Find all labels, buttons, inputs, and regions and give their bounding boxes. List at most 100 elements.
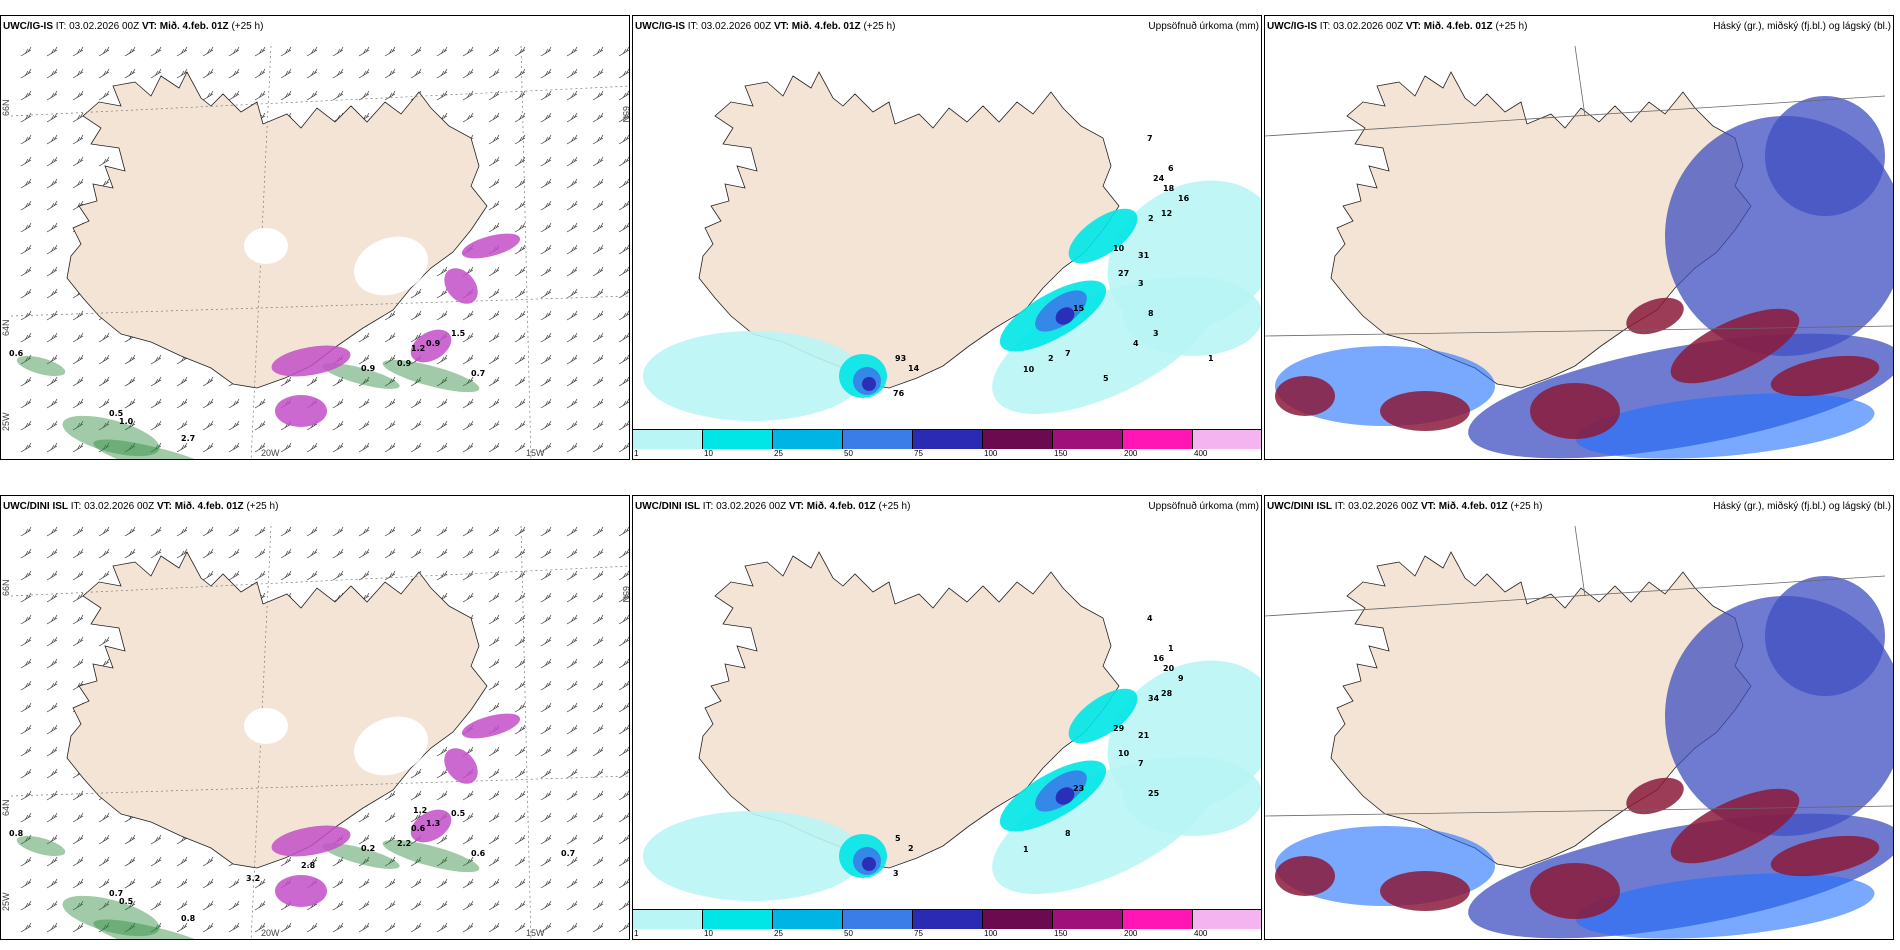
- wind-barb: [566, 548, 578, 559]
- wind-barb: [540, 724, 552, 735]
- map-value-label: 21: [1138, 731, 1150, 740]
- wind-barb: [176, 900, 188, 911]
- wind-barb: [20, 178, 32, 189]
- wind-barb: [72, 900, 84, 911]
- precip-purple-area: [275, 395, 327, 427]
- map-value-label: 27: [1118, 269, 1129, 278]
- wind-barb: [98, 878, 110, 889]
- wind-barb: [488, 900, 500, 911]
- wind-barb: [384, 812, 396, 823]
- wind-barb: [254, 548, 266, 559]
- wind-barb: [332, 90, 344, 101]
- wind-barb: [150, 900, 162, 911]
- wind-barb: [72, 398, 84, 409]
- wind-barb: [618, 90, 629, 101]
- wind-barb: [332, 900, 344, 911]
- wind-barb: [358, 548, 370, 559]
- panel-field-title: Uppsöfnuð úrkoma (mm): [1148, 21, 1259, 32]
- wind-barb: [488, 332, 500, 343]
- wind-barb: [436, 746, 448, 757]
- colorbar-swatch: [773, 910, 843, 929]
- wind-barb: [540, 526, 552, 537]
- colorbar-swatch: [913, 430, 983, 449]
- wind-barb: [20, 680, 32, 691]
- wind-barb: [72, 812, 84, 823]
- wind-barb: [410, 878, 422, 889]
- wind-barb: [20, 332, 32, 343]
- axis-label: 65N: [621, 586, 630, 603]
- high-cloud-area: [1530, 863, 1620, 919]
- precip-green-area: [93, 439, 229, 459]
- wind-barb: [306, 922, 318, 933]
- boundary-line: [1265, 325, 1893, 337]
- wind-barb: [618, 112, 629, 123]
- wind-barb: [20, 768, 32, 779]
- colorbar-swatch: [1123, 430, 1193, 449]
- wind-barb: [384, 354, 396, 365]
- wind-barb: [332, 376, 344, 387]
- wind-barb: [618, 592, 629, 603]
- colorbar-tick-label: 10: [704, 929, 713, 938]
- wind-barb: [20, 658, 32, 669]
- colorbar-swatch: [983, 430, 1053, 449]
- wind-barb: [462, 570, 474, 581]
- wind-barb: [228, 878, 240, 889]
- wind-barb: [488, 442, 500, 453]
- wind-barb: [98, 526, 110, 537]
- wind-barb: [566, 900, 578, 911]
- wind-barb: [98, 812, 110, 823]
- colorbar-swatch: [843, 910, 913, 929]
- wind-barb: [514, 636, 526, 647]
- wind-barb: [46, 812, 58, 823]
- wind-barb: [332, 46, 344, 57]
- wind-barb: [488, 680, 500, 691]
- wind-barb: [592, 790, 604, 801]
- wind-barb: [618, 526, 629, 537]
- graticule-line: [10, 775, 629, 797]
- wind-barb: [46, 900, 58, 911]
- wind-barb: [384, 332, 396, 343]
- wind-barb: [228, 442, 240, 453]
- wind-barb: [618, 922, 629, 933]
- wind-barb: [358, 68, 370, 79]
- wind-barb: [46, 68, 58, 79]
- high-cloud-area: [1380, 391, 1470, 431]
- precip-green-area: [93, 919, 229, 939]
- wind-barb: [514, 900, 526, 911]
- wind-barb: [592, 592, 604, 603]
- wind-barb: [462, 900, 474, 911]
- wind-barb: [618, 834, 629, 845]
- wind-barb: [592, 178, 604, 189]
- wind-barb: [540, 46, 552, 57]
- wind-barb: [358, 376, 370, 387]
- map-value-label: 7: [1147, 134, 1153, 143]
- wind-barb: [280, 548, 292, 559]
- wind-barb: [410, 812, 422, 823]
- wind-barb: [332, 526, 344, 537]
- wind-barb: [384, 442, 396, 453]
- wind-barb: [514, 112, 526, 123]
- wind-barb: [98, 376, 110, 387]
- map-value-label: 1: [1023, 845, 1029, 854]
- wind-barb: [488, 90, 500, 101]
- wind-barb: [410, 442, 422, 453]
- map-value-label: 10: [1023, 365, 1035, 374]
- wind-barb: [384, 790, 396, 801]
- wind-barb: [20, 288, 32, 299]
- wind-barb: [124, 548, 136, 559]
- snow-area: [354, 236, 428, 296]
- wind-barb: [72, 46, 84, 57]
- panel-title: UWC/DINI ISL IT: 03.02.2026 00Z VT: Mið.…: [3, 501, 279, 512]
- wind-barb: [488, 266, 500, 277]
- wind-barb: [410, 856, 422, 867]
- wind-barb: [566, 420, 578, 431]
- wind-barb: [46, 878, 58, 889]
- wind-barb: [280, 570, 292, 581]
- wind-barb: [592, 332, 604, 343]
- wind-barb: [124, 376, 136, 387]
- wind-barb: [228, 90, 240, 101]
- wind-barb: [618, 354, 629, 365]
- colorbar-swatch: [1193, 430, 1261, 449]
- map-value-label: 23: [1073, 784, 1084, 793]
